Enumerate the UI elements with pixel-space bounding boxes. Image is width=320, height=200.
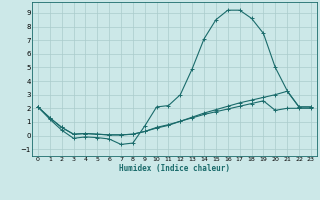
X-axis label: Humidex (Indice chaleur): Humidex (Indice chaleur) <box>119 164 230 173</box>
